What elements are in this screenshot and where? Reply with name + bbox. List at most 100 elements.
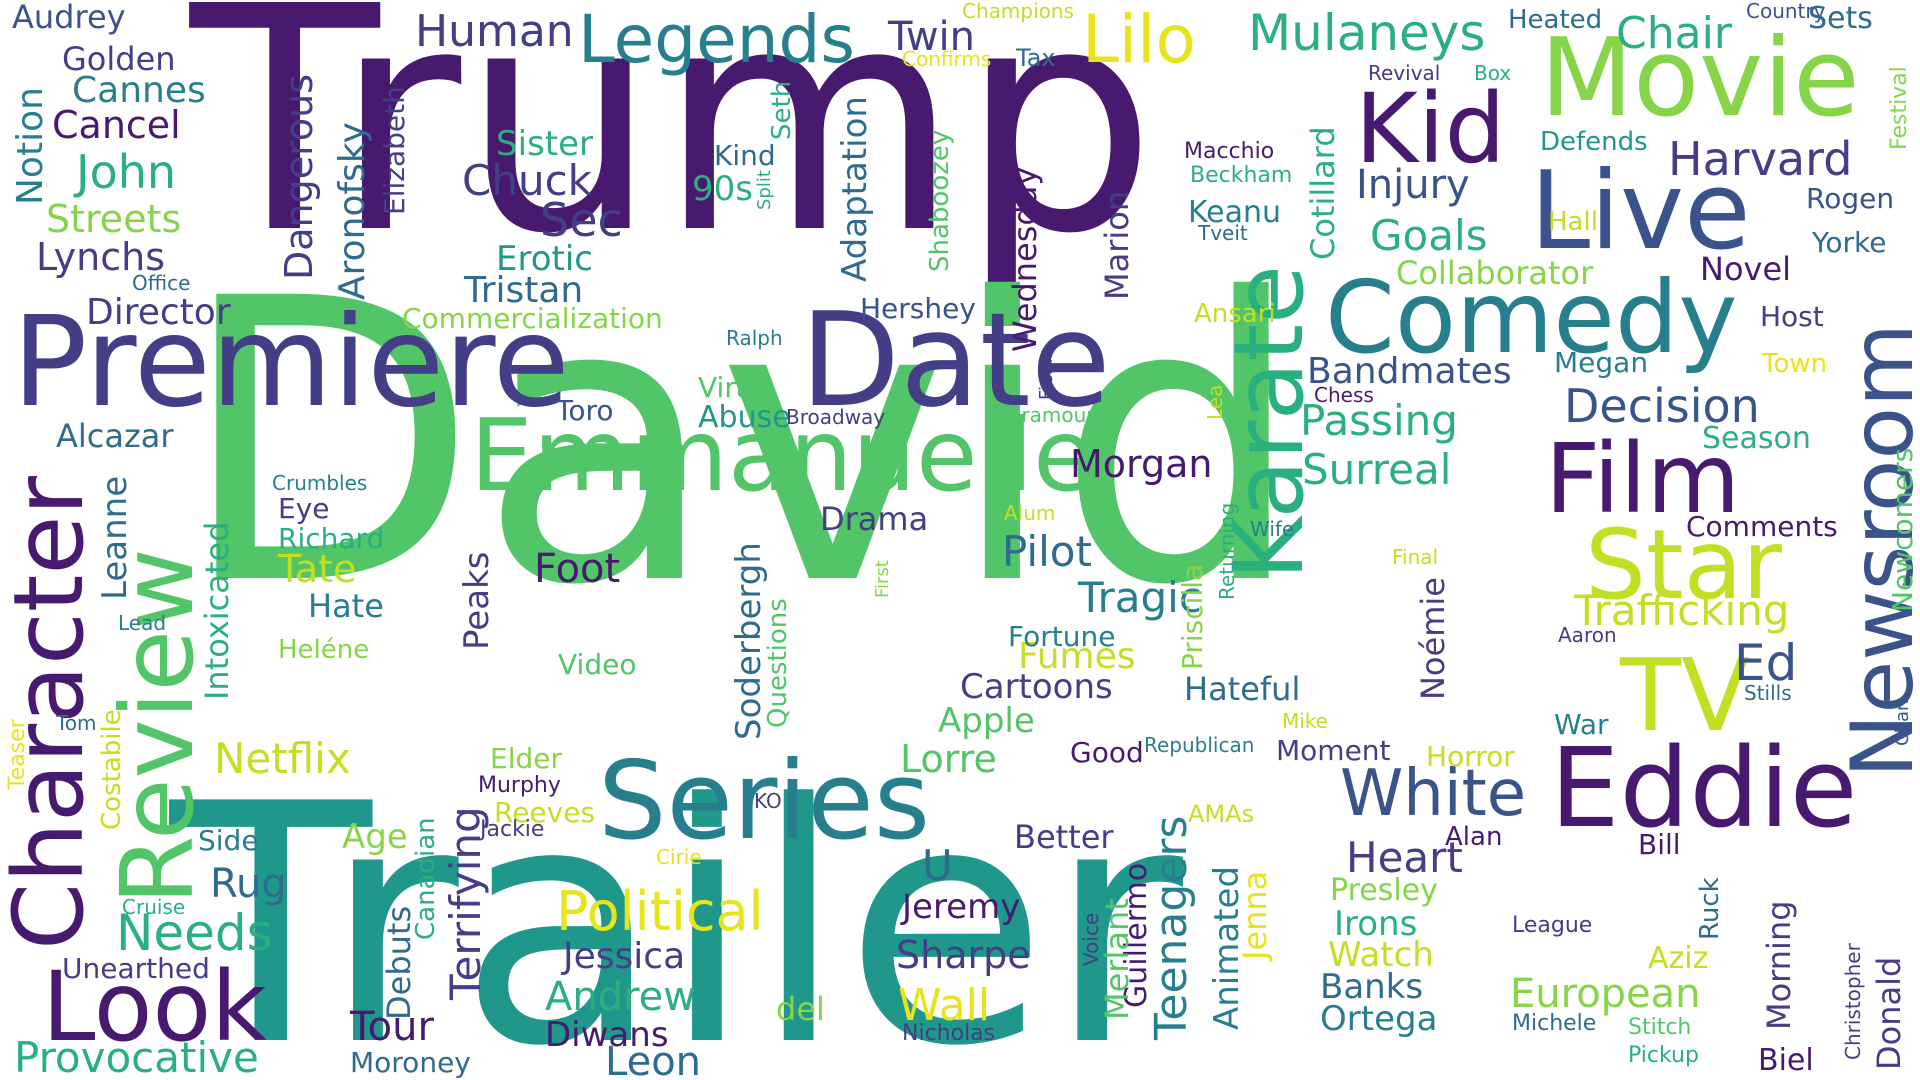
word-foot: Foot [534, 546, 620, 592]
word-marion: Marion [1098, 191, 1136, 300]
word-tax: Tax [1015, 44, 1056, 72]
word-abuse: Abuse [698, 400, 791, 435]
word-andrew: Andrew [545, 974, 696, 1020]
word-festival: Festival [1887, 66, 1912, 150]
word-star: Star [1585, 509, 1782, 621]
word-needs: Needs [116, 904, 273, 962]
word-office: Office [132, 271, 190, 295]
word-lynchs: Lynchs [36, 235, 165, 279]
word-confirms: Confirms [902, 47, 991, 71]
word-pickup: Pickup [1628, 1043, 1699, 1068]
word-mike: Mike [1282, 709, 1328, 733]
word-trump: Trump [185, 0, 1156, 302]
word-nicholas: Nicholas [902, 1021, 995, 1046]
word-twin: Twin [887, 14, 975, 60]
word-crumbles: Crumbles [272, 471, 367, 495]
word-keanu: Keanu [1188, 195, 1281, 230]
word-90s: 90s [692, 169, 753, 209]
word-cirie: Cirie [656, 845, 702, 869]
word-lea: Lea [1203, 385, 1227, 420]
word-reeves: Reeves [494, 796, 595, 829]
word-wall: Wall [898, 980, 990, 1031]
word-del: del [776, 990, 825, 1028]
word-legends: Legends [578, 1, 855, 78]
word-john: John [73, 145, 176, 199]
word-rogen: Rogen [1806, 182, 1894, 215]
word-box: Box [1474, 61, 1511, 85]
word-eye: Eye [278, 492, 330, 525]
word-side: Side [198, 824, 259, 857]
word-alcazar: Alcazar [56, 417, 174, 455]
word-fumes: Fumes [1018, 636, 1136, 677]
word-voice: Voice [1079, 913, 1103, 966]
word-comments: Comments [1686, 510, 1838, 543]
word-toro: Toro [555, 394, 614, 427]
word-noemie: Noémie [1414, 577, 1452, 700]
word-moroney: Moroney [350, 1046, 471, 1079]
word-terrifying: Terrifying [441, 806, 490, 1001]
word-leanne: Leanne [95, 476, 135, 600]
word-trailer: Trailer [165, 734, 1187, 1080]
word-kid: Kid [1355, 73, 1506, 185]
word-apple: Apple [938, 701, 1035, 741]
word-chess: Chess [1314, 383, 1374, 407]
word-injury: Injury [1356, 162, 1470, 208]
word-elizabeth: Elizabeth [378, 86, 411, 215]
word-morning: Morning [1760, 900, 1798, 1030]
word-sec: Sec [540, 193, 623, 247]
word-first: First [872, 560, 893, 598]
word-seth: Seth [767, 81, 797, 140]
word-tristan: Tristan [463, 270, 583, 311]
word-sharpe: Sharpe [896, 933, 1031, 977]
word-erotic: Erotic [496, 239, 593, 279]
word-unearthed: Unearthed [62, 952, 210, 985]
word-review: Review [99, 548, 216, 905]
word-golden: Golden [62, 40, 176, 78]
word-champions: Champions [962, 0, 1074, 23]
word-sets: Sets [1808, 1, 1873, 36]
word-yorke: Yorke [1811, 226, 1886, 259]
word-wednesday: Wednesday [1006, 167, 1044, 352]
word-lorre: Lorre [900, 737, 997, 781]
word-streets: Streets [46, 197, 181, 241]
word-premiere: Premiere [12, 290, 570, 435]
word-ed: Ed [1734, 634, 1797, 692]
word-bandmates: Bandmates [1307, 351, 1512, 392]
word-surreal: Surreal [1302, 445, 1451, 494]
word-heated: Heated [1508, 5, 1602, 35]
word-cruise: Cruise [122, 895, 185, 919]
word-age: Age [342, 817, 408, 857]
word-chuck: Chuck [462, 156, 593, 205]
word-country: Country [1746, 0, 1826, 23]
word-costabile: Costabile [97, 709, 127, 830]
word-michele: Michele [1512, 1011, 1596, 1036]
word-guillermo: Guillermo [1119, 863, 1154, 1008]
word-david: David [178, 216, 1304, 670]
word-paramount: Paramount [998, 403, 1107, 427]
word-dangerous: Dangerous [277, 74, 321, 280]
word-audrey: Audrey [12, 0, 126, 36]
word-beckham: Beckham [1190, 163, 1292, 188]
word-alum: Alum [1004, 501, 1055, 525]
word-white: White [1340, 757, 1526, 831]
word-elder: Elder [490, 742, 562, 775]
word-cartoons: Cartoons [960, 667, 1113, 707]
word-morgan: Morgan [1070, 442, 1212, 486]
word-mulaneys: Mulaneys [1248, 4, 1485, 62]
word-irons: Irons [1334, 904, 1417, 944]
word-tate: Tate [277, 547, 357, 591]
word-jessica: Jessica [561, 936, 685, 977]
word-shaboozey: Shaboozey [925, 130, 955, 272]
word-ralph: Ralph [726, 326, 783, 350]
word-christopher: Christopher [1841, 942, 1865, 1060]
word-harvard: Harvard [1668, 132, 1852, 186]
word-comedy: Comedy [1325, 259, 1738, 376]
word-cancel: Cancel [52, 103, 181, 147]
word-political: Political [556, 880, 764, 943]
word-republican: Republican [1144, 733, 1254, 757]
word-animated: Animated [1207, 866, 1247, 1030]
word-tragic: Tragic [1077, 573, 1202, 622]
word-league: League [1512, 913, 1592, 938]
word-human: Human [415, 6, 574, 57]
word-peaks: Peaks [457, 552, 497, 650]
